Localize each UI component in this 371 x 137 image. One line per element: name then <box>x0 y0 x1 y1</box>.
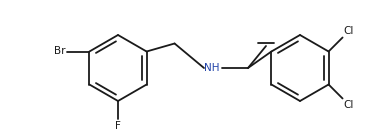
Text: NH: NH <box>204 63 220 73</box>
Text: Br: Br <box>54 46 65 56</box>
Text: F: F <box>115 121 121 131</box>
Text: Cl: Cl <box>344 101 354 111</box>
Text: Cl: Cl <box>344 25 354 35</box>
